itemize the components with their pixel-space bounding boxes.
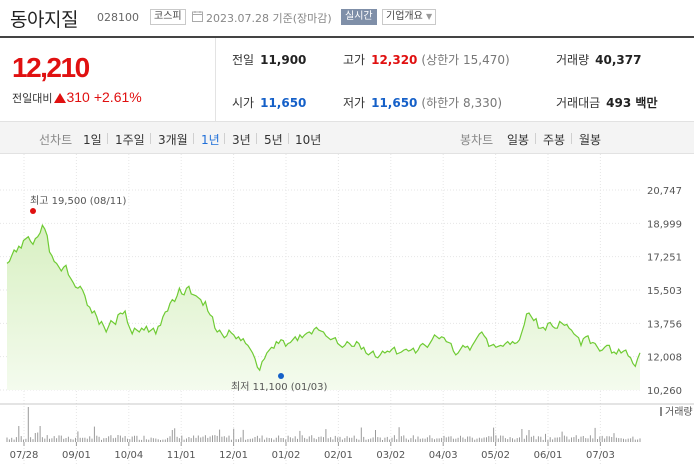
divider — [535, 133, 536, 144]
x-tick-label: 04/03 — [429, 450, 458, 461]
volume-legend-icon — [660, 407, 662, 416]
volume-legend-label: 거래량 — [665, 406, 693, 418]
chevron-down-icon: ▼ — [426, 12, 433, 21]
stat-label: 전일 — [232, 53, 255, 67]
period-3m[interactable]: 3개월 — [158, 133, 188, 147]
y-tick-label: 10,260 — [647, 386, 682, 397]
price-chart[interactable]: 20,747 18,999 17,251 15,503 13,756 12,008 10,2… — [0, 154, 694, 473]
min-price-label: 최저 11,100 (01/03) — [231, 381, 327, 393]
stat-label: 거래대금 — [556, 96, 601, 110]
x-tick-label: 05/02 — [481, 450, 510, 461]
x-tick-label: 09/01 — [62, 450, 91, 461]
y-tick-label: 12,008 — [647, 353, 682, 364]
price-area — [7, 225, 640, 390]
period-1y[interactable]: 1년 — [201, 133, 220, 147]
stat-label: 저가 — [343, 96, 366, 110]
stat-label: 고가 — [343, 53, 366, 67]
chart-grid — [0, 154, 640, 464]
change-amount: 310 — [66, 89, 90, 105]
price-line — [6, 223, 641, 372]
y-tick-label: 13,756 — [647, 319, 682, 330]
max-price-label: 최고 19,500 (08/11) — [30, 195, 126, 207]
stat-value: 12,320 — [371, 53, 418, 67]
market-badge: 코스피 — [150, 9, 186, 25]
price-change: 전일대비 310 +2.61% — [12, 89, 142, 106]
clock-icon — [192, 11, 203, 22]
change-label: 전일대비 — [12, 92, 53, 105]
divider — [150, 133, 151, 144]
x-tick-label: 07/03 — [586, 450, 615, 461]
x-tick-label: 07/28 — [10, 450, 39, 461]
x-tick-label: 03/02 — [376, 450, 405, 461]
stat-value: 11,650 — [260, 96, 307, 110]
period-10y[interactable]: 10년 — [295, 133, 322, 147]
company-overview-dropdown[interactable]: 기업개요 ▼ — [382, 9, 437, 25]
y-tick-label: 20,747 — [647, 186, 682, 197]
stat-amount: 거래대금 493 백만 — [556, 94, 657, 111]
x-tick-label: 12/01 — [219, 450, 248, 461]
divider — [288, 133, 289, 144]
max-price-marker — [30, 208, 36, 214]
stat-prev-close: 전일 11,900 — [232, 51, 306, 68]
line-chart-label: 선차트 — [39, 133, 73, 147]
stat-upper-limit: (상한가 15,470) — [421, 53, 510, 67]
period-3y[interactable]: 3년 — [232, 133, 251, 147]
y-tick-label: 15,503 — [647, 286, 682, 297]
stock-header: 동아지질 028100 코스피 2023.07.28 기준(장마감) 실시간 기… — [0, 0, 694, 36]
x-tick-label: 02/01 — [324, 450, 353, 461]
stat-value: 11,900 — [260, 53, 307, 67]
y-tick-label: 17,251 — [647, 253, 682, 264]
stat-high: 고가 12,320 (상한가 15,470) — [343, 51, 510, 68]
stat-label: 시가 — [232, 96, 255, 110]
as-of-date: 2023.07.28 기준(장마감) — [206, 12, 332, 25]
stat-value: 493 백만 — [606, 96, 658, 110]
header-divider — [0, 36, 694, 38]
x-tick-label: 01/02 — [272, 450, 301, 461]
divider — [256, 133, 257, 144]
x-tick-label: 06/01 — [534, 450, 563, 461]
divider — [107, 133, 108, 144]
period-bar: 선차트 1일 1주일 3개월 1년 3년 5년 10년 봉차트 일봉 주봉 월봉 — [0, 121, 694, 154]
x-tick-label: 11/01 — [167, 450, 196, 461]
company-overview-label: 기업개요 — [386, 11, 423, 22]
x-tick-label: 10/04 — [114, 450, 143, 461]
current-price: 12,210 — [12, 52, 90, 83]
stock-code: 028100 — [97, 11, 139, 24]
candle-monthly[interactable]: 월봉 — [579, 133, 602, 147]
stat-low: 저가 11,650 (하한가 8,330) — [343, 94, 502, 111]
candle-daily[interactable]: 일봉 — [507, 133, 530, 147]
change-percent: +2.61% — [93, 89, 142, 105]
divider — [571, 133, 572, 144]
realtime-button[interactable]: 실시간 — [341, 9, 377, 25]
stat-label: 거래량 — [556, 53, 590, 67]
period-5y[interactable]: 5년 — [264, 133, 283, 147]
up-triangle-icon — [54, 93, 67, 103]
stat-value: 40,377 — [595, 53, 642, 67]
candle-chart-label: 봉차트 — [460, 133, 494, 147]
min-price-marker — [278, 373, 284, 379]
y-axis: 20,747 18,999 17,251 15,503 13,756 12,008 10,2… — [647, 186, 682, 397]
period-1w[interactable]: 1주일 — [115, 133, 145, 147]
stat-value: 11,650 — [371, 96, 418, 110]
y-tick-label: 18,999 — [647, 219, 682, 230]
divider — [193, 133, 194, 144]
stat-open: 시가 11,650 — [232, 94, 306, 111]
x-axis: 07/28 09/01 10/04 11/01 12/01 01/02 02/01 03/02… — [10, 442, 615, 461]
candle-weekly[interactable]: 주봉 — [543, 133, 566, 147]
divider — [224, 133, 225, 144]
stock-name: 동아지질 — [10, 9, 78, 31]
period-1d[interactable]: 1일 — [83, 133, 102, 147]
volume-bars — [6, 407, 641, 442]
stat-lower-limit: (하한가 8,330) — [421, 96, 503, 110]
stat-volume: 거래량 40,377 — [556, 51, 641, 68]
summary-divider — [215, 38, 216, 121]
